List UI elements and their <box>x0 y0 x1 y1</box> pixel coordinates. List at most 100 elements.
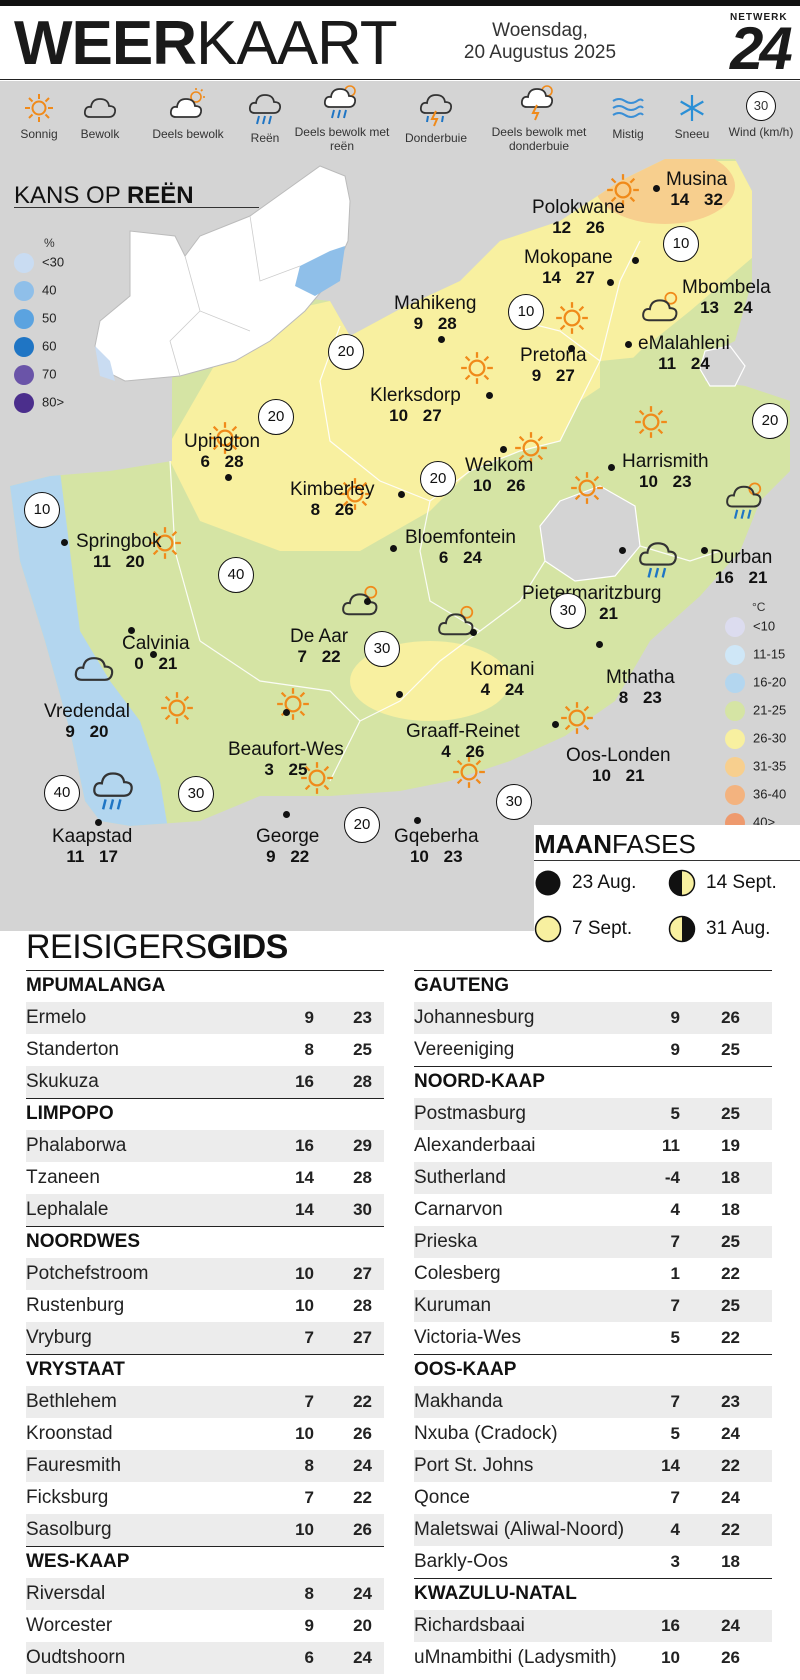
guide-title-light: REISIGERS <box>26 928 207 966</box>
city-durban: Durban 16 21 <box>710 547 772 588</box>
sun-icon <box>607 174 639 206</box>
moon-phase-item: 31 Aug. <box>668 915 770 943</box>
wind-speed-badge: 30 <box>496 784 532 820</box>
city-harrismith: Harrismith 10 23 <box>622 451 709 492</box>
town-name: Lephalale <box>26 1199 109 1220</box>
rain-key-3: 60 <box>14 337 56 357</box>
moon-phase-item: 7 Sept. <box>534 915 632 943</box>
temp-max: 25 <box>721 1040 740 1059</box>
sun-icon <box>571 472 603 504</box>
city-graaff-reinet: Graaff-Reinet 4 26 <box>406 721 520 762</box>
city-de-aar: De Aar 7 22 <box>290 626 348 667</box>
cloud-icon <box>83 98 117 118</box>
temp-max: 25 <box>353 1040 372 1059</box>
legend-label-sunny: Sonnig <box>20 127 58 141</box>
temp-min: 10 <box>472 476 492 495</box>
table-row: Bethlehem 7 22 <box>26 1386 384 1418</box>
city-temps: 14 27 <box>524 268 613 288</box>
last-quarter-moon-icon <box>668 915 696 943</box>
temp-max: 23 <box>672 472 692 491</box>
temp-max: 20 <box>125 552 145 571</box>
partly-cloudy-rain-icon <box>323 85 357 119</box>
city-dot <box>398 491 405 498</box>
city-dot <box>470 629 477 636</box>
city-dot <box>283 709 290 716</box>
temp-max: 27 <box>353 1264 372 1283</box>
temp-max: 19 <box>721 1136 740 1155</box>
city-name: Mthatha <box>606 667 675 688</box>
city-temps: 8 26 <box>290 500 374 520</box>
city-temps: 10 21 <box>566 766 671 786</box>
city-name: Klerksdorp <box>370 385 461 406</box>
city-bloemfontein: Bloemfontein 6 24 <box>405 527 516 568</box>
sun-icon <box>209 422 241 454</box>
temp-max: 27 <box>575 268 595 287</box>
rain-key-label: <30 <box>42 254 65 270</box>
fog-icon <box>612 98 644 118</box>
city-vredendal: Vredendal 9 20 <box>44 701 130 742</box>
temp-min: 8 <box>304 1456 314 1475</box>
town-name: Prieska <box>414 1231 478 1252</box>
town-name: Makhanda <box>414 1391 503 1412</box>
table-row: Ermelo 9 23 <box>26 1002 384 1034</box>
first-quarter-moon-icon <box>668 869 696 897</box>
province-heading: OOS-KAAP <box>414 1354 772 1386</box>
city-temps: 12 26 <box>532 218 625 238</box>
table-row: Nxuba (Cradock) 5 24 <box>414 1418 772 1450</box>
rain-swatch <box>14 281 34 301</box>
city-temps: 7 22 <box>290 647 348 667</box>
city-temps: 10 23 <box>622 472 709 492</box>
sun-icon <box>277 688 309 720</box>
town-name: Sutherland <box>414 1167 506 1188</box>
city-kaapstad: Kaapstad 11 17 <box>52 826 132 867</box>
temp-min: 11 <box>66 847 85 866</box>
city-dot <box>500 446 507 453</box>
city-name: Harrismith <box>622 451 709 472</box>
temp-min: 14 <box>295 1168 314 1187</box>
full-moon-icon <box>534 915 562 943</box>
temp-max: 21 <box>748 568 768 587</box>
rain-key-2: 50 <box>14 309 56 329</box>
city-name: Calvinia <box>122 633 190 654</box>
wind-speed-badge: 20 <box>420 461 456 497</box>
table-row: Worcester 9 20 <box>26 1610 384 1642</box>
city-mokopane: Mokopane 14 27 <box>524 247 613 288</box>
city-dot <box>438 336 445 343</box>
title-bold: WEER <box>14 9 197 78</box>
temp-min: 16 <box>661 1616 680 1635</box>
city-name: Springbok <box>76 531 162 552</box>
town-name: Oudtshoorn <box>26 1647 126 1668</box>
partly-cloudy-rain-icon <box>726 482 762 519</box>
temp-min: 10 <box>295 1264 314 1283</box>
province-heading: NOORD-KAAP <box>414 1066 772 1098</box>
city-temps: 0 21 <box>122 654 190 674</box>
new-moon-icon <box>535 870 561 896</box>
city-temps: 9 22 <box>256 847 319 867</box>
sun-icon <box>635 406 667 438</box>
temp-min: 12 <box>552 218 572 237</box>
town-name: Standerton <box>26 1039 119 1060</box>
temp-max: 18 <box>721 1168 740 1187</box>
temp-max: 22 <box>290 847 310 866</box>
temp-max: 28 <box>353 1296 372 1315</box>
temp-min: 8 <box>618 688 629 707</box>
city-name: Bloemfontein <box>405 527 516 548</box>
temp-key-label: 11-15 <box>753 646 786 662</box>
town-name: Vereeniging <box>414 1039 515 1060</box>
temp-min: 9 <box>670 1040 680 1059</box>
city-dot <box>486 392 493 399</box>
table-row: Tzaneen 14 28 <box>26 1162 384 1194</box>
temp-min: 5 <box>670 1424 680 1443</box>
sun-icon <box>301 762 333 794</box>
city-pietermaritzburg: Pietermaritzburg10 21 <box>522 583 661 624</box>
temp-max: 28 <box>353 1168 372 1187</box>
sun-icon <box>561 702 593 734</box>
legend-label-partly-cloudy-rain: Deels bewolk met reën <box>294 125 390 153</box>
city-emalahleni: eMalahleni 11 24 <box>638 333 730 374</box>
temp-max: 26 <box>721 1008 740 1027</box>
table-row: Johannesburg 9 26 <box>414 1002 772 1034</box>
temp-min: 10 <box>409 847 429 866</box>
thunderstorm-icon <box>419 94 453 127</box>
table-row: Qonce 7 24 <box>414 1482 772 1514</box>
table-row: Richardsbaai 16 24 <box>414 1610 772 1642</box>
